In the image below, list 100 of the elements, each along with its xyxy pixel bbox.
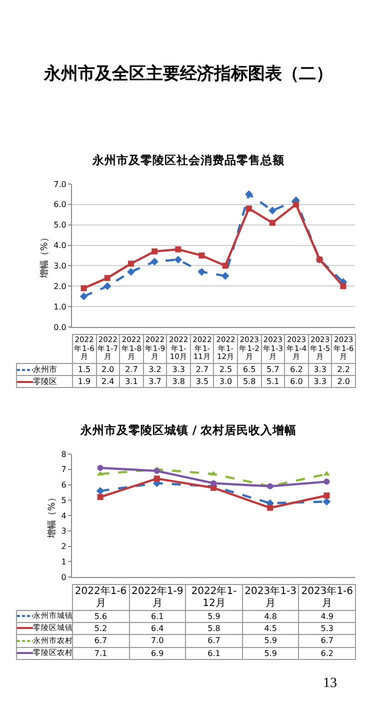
point [210, 470, 217, 476]
data-label: 7.1 [72, 647, 130, 660]
data-label: 5.2 [72, 622, 130, 635]
data-label: 1.5 [72, 363, 96, 376]
data-label: 4.5 [242, 622, 299, 635]
data-label: 3.3 [308, 363, 332, 376]
point [97, 494, 104, 500]
point [198, 252, 205, 258]
y-tick-label: 8 [61, 450, 66, 459]
data-label: 6.1 [186, 647, 242, 660]
data-label: 5.1 [261, 376, 285, 388]
y-tick-label: 4.0 [54, 241, 66, 250]
data-label: 3.0 [214, 376, 238, 388]
data-label: 1.9 [72, 376, 96, 388]
data-label: 2.4 [96, 376, 120, 388]
point [340, 283, 346, 290]
y-tick-label: 0 [61, 572, 66, 582]
y-tick-label: 5 [61, 496, 66, 505]
point [268, 206, 276, 214]
point [246, 206, 252, 212]
data-label: 6.7 [72, 634, 130, 648]
data-label: 6.5 [238, 363, 262, 376]
data-label: 3.1 [120, 376, 144, 388]
data-label: 6.7 [186, 634, 242, 648]
y-tick-label: 0.0 [54, 322, 66, 332]
data-label: 6.2 [284, 363, 308, 376]
point [127, 268, 135, 276]
category-label: 2023年1-3月 [244, 586, 296, 608]
y-tick-label: 7.0 [54, 180, 66, 189]
data-label: 5.9 [242, 647, 299, 660]
data-label: 6.7 [298, 634, 356, 648]
point [104, 274, 110, 281]
category-label: 2022年1-12月 [191, 586, 237, 608]
category-label: 2023年1-6月 [301, 586, 354, 608]
data-label: 5.3 [298, 622, 356, 635]
y-axis-title: 增幅（%） [39, 233, 50, 279]
data-label: 5.9 [242, 634, 299, 648]
point [174, 256, 182, 264]
data-label: 2.7 [120, 363, 144, 376]
point [103, 282, 112, 290]
y-axis-title: 增幅（%） [46, 493, 58, 539]
data-label: 6.2 [298, 647, 356, 660]
y-tick-label: 3 [61, 526, 66, 536]
point [293, 201, 300, 208]
y-tick-label: 1 [61, 557, 66, 566]
point [324, 478, 330, 485]
data-label: 6.1 [129, 610, 186, 623]
y-tick-label: 4 [61, 511, 66, 520]
point [80, 285, 87, 292]
data-label: 4.9 [298, 610, 356, 623]
data-label: 5.9 [186, 610, 242, 623]
data-label: 7.0 [129, 634, 186, 648]
point [222, 262, 228, 269]
y-tick-label: 2.0 [54, 282, 66, 291]
data-label: 3.2 [143, 363, 167, 376]
data-label: 2.2 [332, 363, 356, 376]
y-tick-label: 7 [61, 465, 66, 474]
category-label: 2022年1-6月 [74, 586, 127, 608]
chart-title: 永州市及零陵区城镇 / 农村居民收入增幅 [79, 423, 297, 438]
point [154, 468, 160, 474]
point [97, 464, 104, 471]
point [269, 220, 276, 226]
data-label: 4.8 [242, 610, 299, 623]
data-label: 3.8 [166, 376, 190, 388]
point [150, 258, 158, 266]
data-label: 2.5 [214, 363, 238, 376]
data-label: 5.7 [261, 363, 285, 376]
data-label: 5.6 [72, 610, 130, 623]
data-label: 5.8 [186, 622, 242, 635]
point [244, 190, 253, 198]
data-label: 6.4 [129, 622, 186, 635]
data-label: 5.8 [238, 376, 262, 388]
data-label: 6.9 [129, 647, 186, 660]
y-tick-label: 2 [61, 542, 66, 552]
point [221, 272, 230, 280]
y-tick-label: 5.0 [54, 220, 66, 230]
y-tick-label: 1.0 [54, 302, 66, 312]
data-label: 3.3 [308, 376, 332, 388]
chart-title: 永州市及零陵区社会消费品零售总额 [92, 153, 286, 168]
text: 13 [323, 676, 337, 692]
point [210, 480, 216, 486]
point [324, 492, 330, 499]
data-label: 2.0 [332, 376, 356, 388]
point [175, 246, 182, 252]
point [322, 498, 331, 506]
point [80, 292, 88, 300]
text: 永州市及全区主要经济指标图表（二） [42, 63, 334, 85]
data-label: 3.5 [190, 376, 214, 388]
point [128, 260, 134, 267]
point [210, 484, 216, 491]
category-label: 2022年1-9月 [131, 586, 184, 608]
point [96, 487, 104, 495]
legend-label: 永州市 [33, 364, 57, 374]
point [154, 476, 160, 482]
data-label: 2.7 [190, 363, 214, 376]
data-label: 3.3 [166, 363, 190, 376]
data-label: 6.0 [284, 376, 308, 388]
y-tick-label: 3.0 [54, 262, 66, 271]
y-tick-label: 6.0 [54, 200, 66, 210]
data-label: 3.7 [143, 376, 167, 388]
